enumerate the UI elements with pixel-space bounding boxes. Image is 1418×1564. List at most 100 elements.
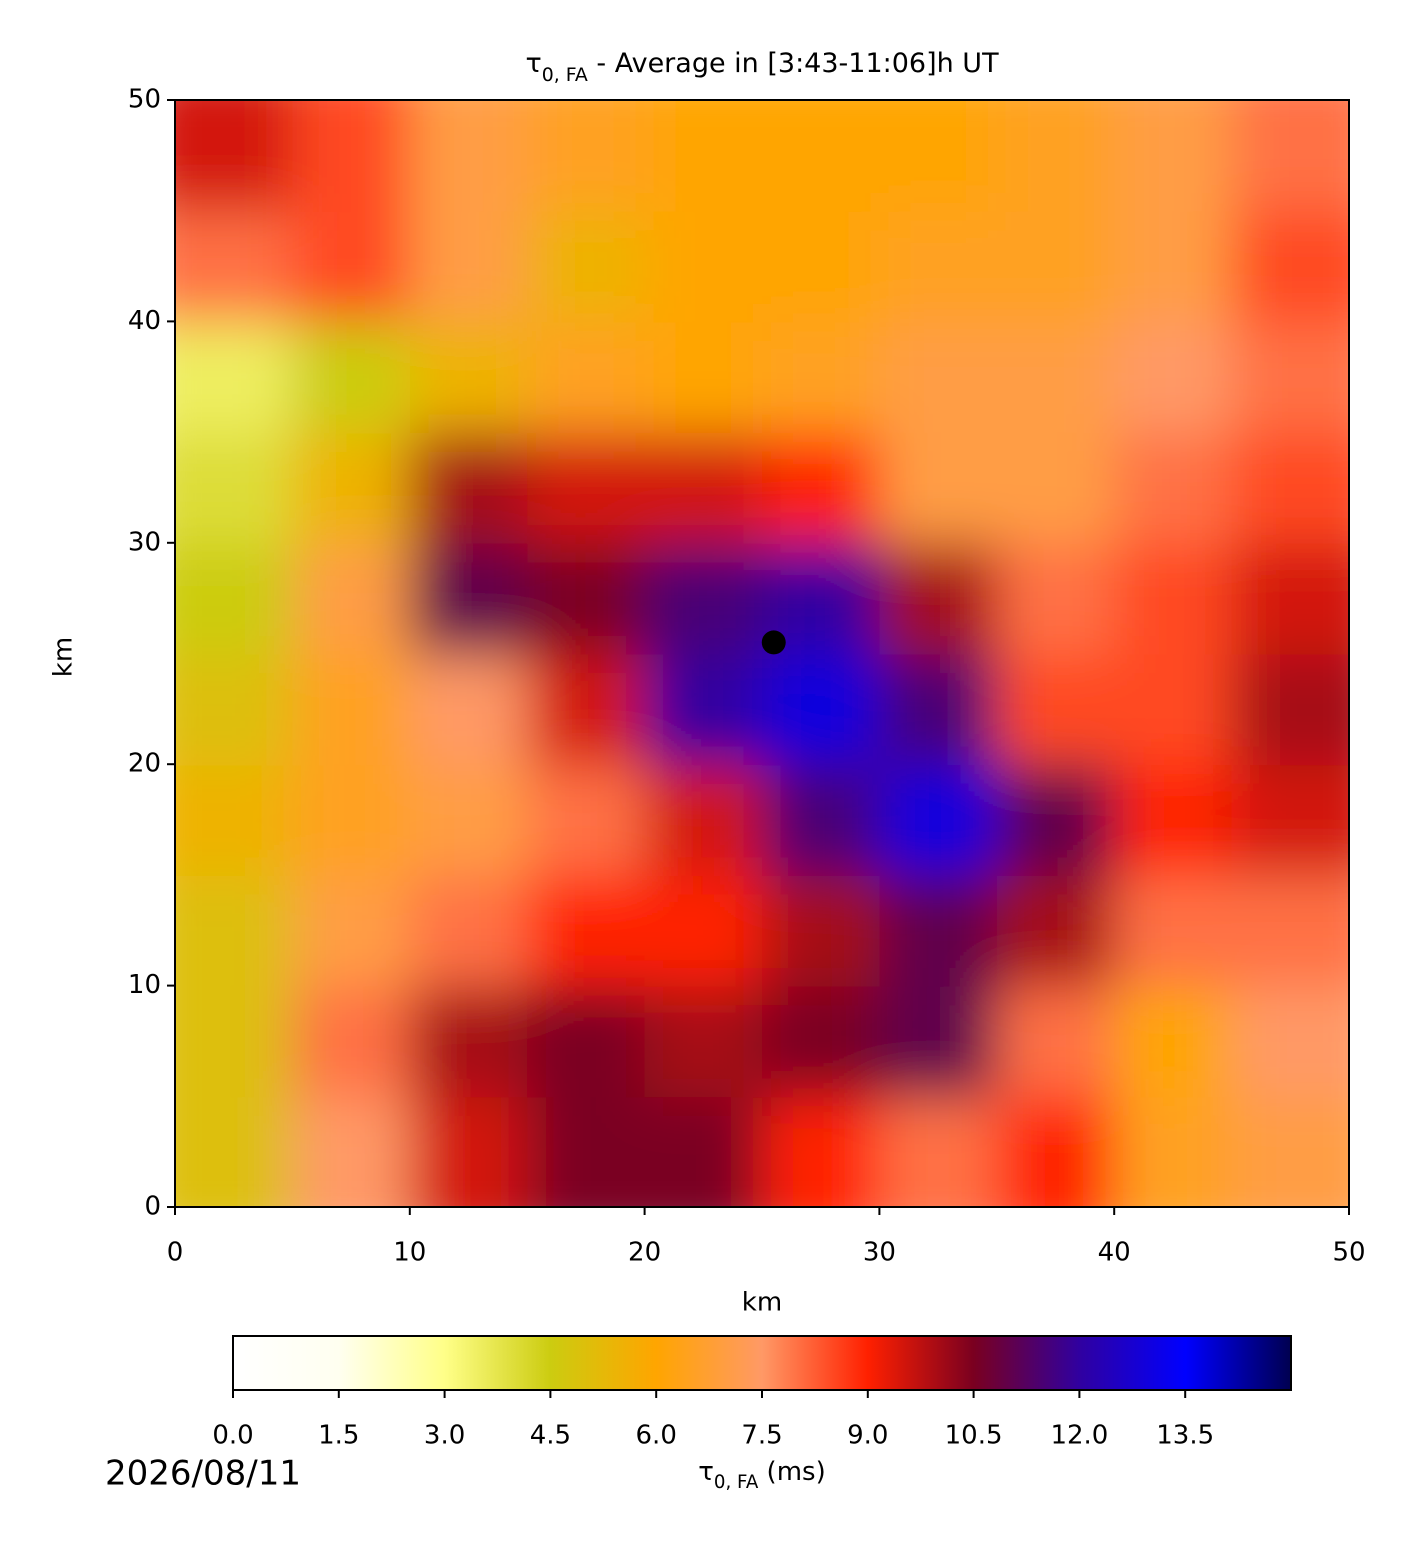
heat-cell: [527, 653, 646, 766]
heat-cell: [996, 1096, 1116, 1207]
text: - Average in [3:43-11:06]h UT: [588, 48, 999, 79]
heat-cell: [292, 321, 411, 434]
heat-cell: [996, 985, 1116, 1098]
heat-cell: [1114, 321, 1233, 434]
heat-cell: [1231, 210, 1349, 323]
heat-cell: [292, 432, 411, 544]
heat-cell: [409, 100, 529, 212]
heat-cell: [409, 432, 529, 544]
heat-cell: [527, 100, 646, 212]
colorbar-label: τ0, FA (ms): [698, 1457, 825, 1493]
heat-cell: [292, 653, 411, 766]
heatmap: [175, 100, 1349, 1207]
date: 2026/08/11: [105, 1454, 301, 1494]
heat-cell: [644, 100, 763, 212]
heat-cell: [879, 100, 998, 212]
marker: [761, 630, 786, 655]
heat-cell: [527, 874, 646, 987]
heat-cell: [1114, 874, 1233, 987]
x-tick-label: 30: [863, 1238, 896, 1268]
colorbar-tick-label: 0.0: [212, 1421, 253, 1451]
x-axis-label: km: [742, 1288, 782, 1318]
colorbar-tick-label: 10.5: [945, 1421, 1003, 1451]
heat-cell: [292, 100, 411, 212]
heat-cell: [644, 985, 763, 1098]
colorbar-tick-label: 7.5: [741, 1421, 782, 1451]
heat-cell: [1231, 985, 1349, 1098]
subscript: 0, FA: [714, 1472, 759, 1493]
heat-cell: [996, 542, 1116, 655]
heat-cell: [762, 874, 881, 987]
heat-cell: [762, 653, 881, 766]
heat-cell: [644, 432, 763, 544]
heat-cell: [175, 653, 294, 766]
heat-cell: [409, 321, 529, 434]
colorbar-tick-label: 4.5: [530, 1421, 571, 1451]
heat-cell: [996, 321, 1116, 434]
heat-cell: [1114, 432, 1233, 544]
heat-cell: [879, 653, 998, 766]
heat-cell: [879, 210, 998, 323]
heat-cell: [879, 985, 998, 1098]
y-tick-label: 20: [128, 749, 161, 779]
colorbar-tick-label: 13.5: [1156, 1421, 1214, 1451]
colorbar-tick-label: 3.0: [424, 1421, 465, 1451]
x-tick-label: 40: [1098, 1238, 1131, 1268]
heat-cell: [527, 764, 646, 876]
heat-cell: [1114, 653, 1233, 766]
heat-cell: [996, 432, 1116, 544]
heat-cell: [527, 985, 646, 1098]
heat-cell: [1114, 210, 1233, 323]
heat-cell: [879, 321, 998, 434]
heat-cell: [762, 432, 881, 544]
y-tick-label: 50: [128, 85, 161, 115]
heat-cell: [175, 542, 294, 655]
heat-cell: [292, 542, 411, 655]
axes-frame: [174, 99, 1350, 1208]
heat-cell: [527, 542, 646, 655]
heat-cell: [1231, 542, 1349, 655]
heat-cell: [644, 653, 763, 766]
heat-cell: [996, 100, 1116, 212]
colorbar-tick-label: 12.0: [1050, 1421, 1108, 1451]
heat-cell: [1114, 542, 1233, 655]
subscript: 0, FA: [542, 64, 588, 86]
heat-cell: [409, 874, 529, 987]
heat-cell: [644, 764, 763, 876]
colorbar-tick-label: 1.5: [318, 1421, 359, 1451]
heat-cell: [292, 985, 411, 1098]
heat-cell: [1231, 432, 1349, 544]
heat-cell: [292, 874, 411, 987]
colorbar-tick-label: 9.0: [847, 1421, 888, 1451]
heat-cell: [527, 321, 646, 434]
heat-cell: [996, 653, 1116, 766]
heat-cell: [175, 321, 294, 434]
y-tick-label: 0: [144, 1192, 161, 1222]
symbol: τ: [525, 48, 541, 79]
colorbar: [232, 1335, 1292, 1391]
y-axis-label: km: [49, 637, 79, 677]
heat-cell: [879, 542, 998, 655]
heat-cell: [762, 985, 881, 1098]
heat-cell: [762, 764, 881, 876]
heat-cell: [644, 1096, 763, 1207]
text: (ms): [758, 1457, 825, 1487]
heat-cell: [1114, 1096, 1233, 1207]
heat-cell: [409, 542, 529, 655]
heat-cell: [175, 210, 294, 323]
heat-cell: [1114, 985, 1233, 1098]
heat-cell: [175, 100, 294, 212]
y-tick-label: 10: [128, 970, 161, 1000]
symbol: τ: [698, 1457, 714, 1487]
heat-cell: [175, 874, 294, 987]
heat-cell: [644, 321, 763, 434]
x-tick-label: 10: [393, 1238, 426, 1268]
chart-title: τ0, FA - Average in [3:43-11:06]h UT: [525, 48, 999, 86]
heat-cell: [409, 653, 529, 766]
heat-cell: [1231, 100, 1349, 212]
heat-cell: [175, 1096, 294, 1207]
heat-cell: [409, 210, 529, 323]
x-tick-label: 0: [167, 1238, 184, 1268]
heat-cell: [292, 1096, 411, 1207]
heat-cell: [175, 764, 294, 876]
